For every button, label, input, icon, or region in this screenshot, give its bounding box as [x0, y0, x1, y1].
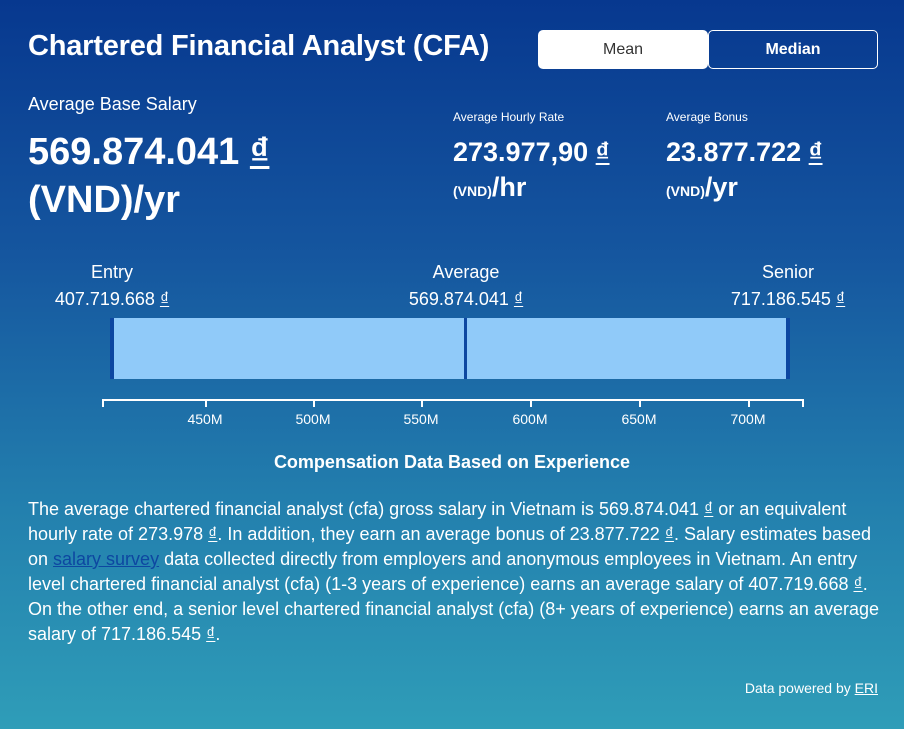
chart-title: Compensation Data Based on Experience: [273, 452, 631, 472]
x-tick-label: 450M: [187, 411, 223, 427]
currency-symbol: ₫: [704, 499, 714, 519]
page-title: Chartered Financial Analyst (CFA): [28, 30, 490, 62]
x-tick-label: 700M: [730, 411, 766, 427]
median-button[interactable]: Median: [708, 30, 878, 69]
senior-label: Senior: [761, 262, 815, 282]
salary-description: The average chartered financial analyst …: [28, 497, 884, 647]
description-text: The average chartered financial analyst …: [28, 499, 705, 519]
hourly-rate-value: 273.977,90 ₫ (VND)/hr: [453, 135, 663, 209]
bonus-amount: 23.877.722: [666, 137, 802, 167]
mean-button[interactable]: Mean: [538, 30, 708, 69]
description-text: . Salary estimates based on: [28, 524, 872, 569]
bonus-unit-code: (VND): [666, 183, 705, 199]
bonus-label: Average Bonus: [666, 110, 748, 124]
x-tick-label: 550M: [403, 411, 439, 427]
currency-symbol: ₫: [513, 289, 524, 309]
eri-link[interactable]: ERI: [854, 680, 878, 696]
axis-tick: [102, 399, 104, 407]
description-text: or an equivalent hourly rate of 273.978: [28, 499, 847, 544]
senior-value: 717.186.545 ₫: [706, 289, 870, 310]
base-salary-label: Average Base Salary: [28, 94, 197, 114]
base-salary-value: 569.874.041 ₫ (VND)/yr: [28, 128, 408, 224]
currency-symbol: ₫: [208, 524, 218, 544]
x-tick-label: 600M: [512, 411, 548, 427]
salary-survey-link[interactable]: salary survey: [53, 549, 160, 569]
x-axis: [102, 399, 804, 401]
currency-symbol: ₫: [835, 289, 846, 309]
description-text: . In addition, they earn an average bonu…: [217, 524, 665, 544]
entry-value: 407.719.668 ₫: [30, 289, 194, 310]
footer-prefix: Data powered by: [744, 680, 855, 696]
axis-tick: [205, 399, 207, 407]
average-value: 569.874.041 ₫: [384, 289, 548, 310]
axis-tick: [748, 399, 750, 407]
x-tick-label: 650M: [621, 411, 657, 427]
hourly-rate-unit-period: /hr: [491, 172, 527, 202]
currency-symbol: ₫: [808, 137, 823, 167]
description-text: data collected directly from employers a…: [28, 549, 858, 594]
axis-tick: [313, 399, 315, 407]
description-text: .: [215, 624, 221, 644]
axis-tick: [421, 399, 423, 407]
mean-median-toggle: Mean Median: [538, 30, 878, 69]
x-tick-label: 500M: [295, 411, 331, 427]
entry-amount: 407.719.668: [54, 289, 155, 309]
average-marker: [464, 318, 467, 379]
axis-tick: [639, 399, 641, 407]
base-salary-unit: (VND)/yr: [28, 179, 181, 221]
base-salary-amount: 569.874.041: [28, 131, 240, 173]
average-label: Average: [432, 262, 500, 282]
currency-symbol: ₫: [206, 624, 216, 644]
hourly-rate-amount: 273.977,90: [453, 137, 589, 167]
currency-symbol: ₫: [853, 574, 863, 594]
senior-amount: 717.186.545: [730, 289, 831, 309]
footer-attribution: Data powered by ERI: [745, 680, 878, 696]
axis-tick: [802, 399, 804, 407]
description-text: . On the other end, a senior level chart…: [28, 574, 879, 644]
salary-range-bar: [110, 318, 790, 379]
currency-symbol: ₫: [595, 137, 610, 167]
currency-symbol: ₫: [664, 524, 674, 544]
hourly-rate-label: Average Hourly Rate: [453, 110, 565, 124]
currency-symbol: ₫: [249, 131, 270, 173]
currency-symbol: ₫: [159, 289, 170, 309]
bonus-unit-period: /yr: [704, 172, 738, 202]
average-amount: 569.874.041: [408, 289, 509, 309]
entry-label: Entry: [90, 262, 133, 282]
axis-tick: [530, 399, 532, 407]
hourly-rate-unit-code: (VND): [453, 183, 492, 199]
bonus-value: 23.877.722 ₫ (VND)/yr: [666, 135, 876, 209]
